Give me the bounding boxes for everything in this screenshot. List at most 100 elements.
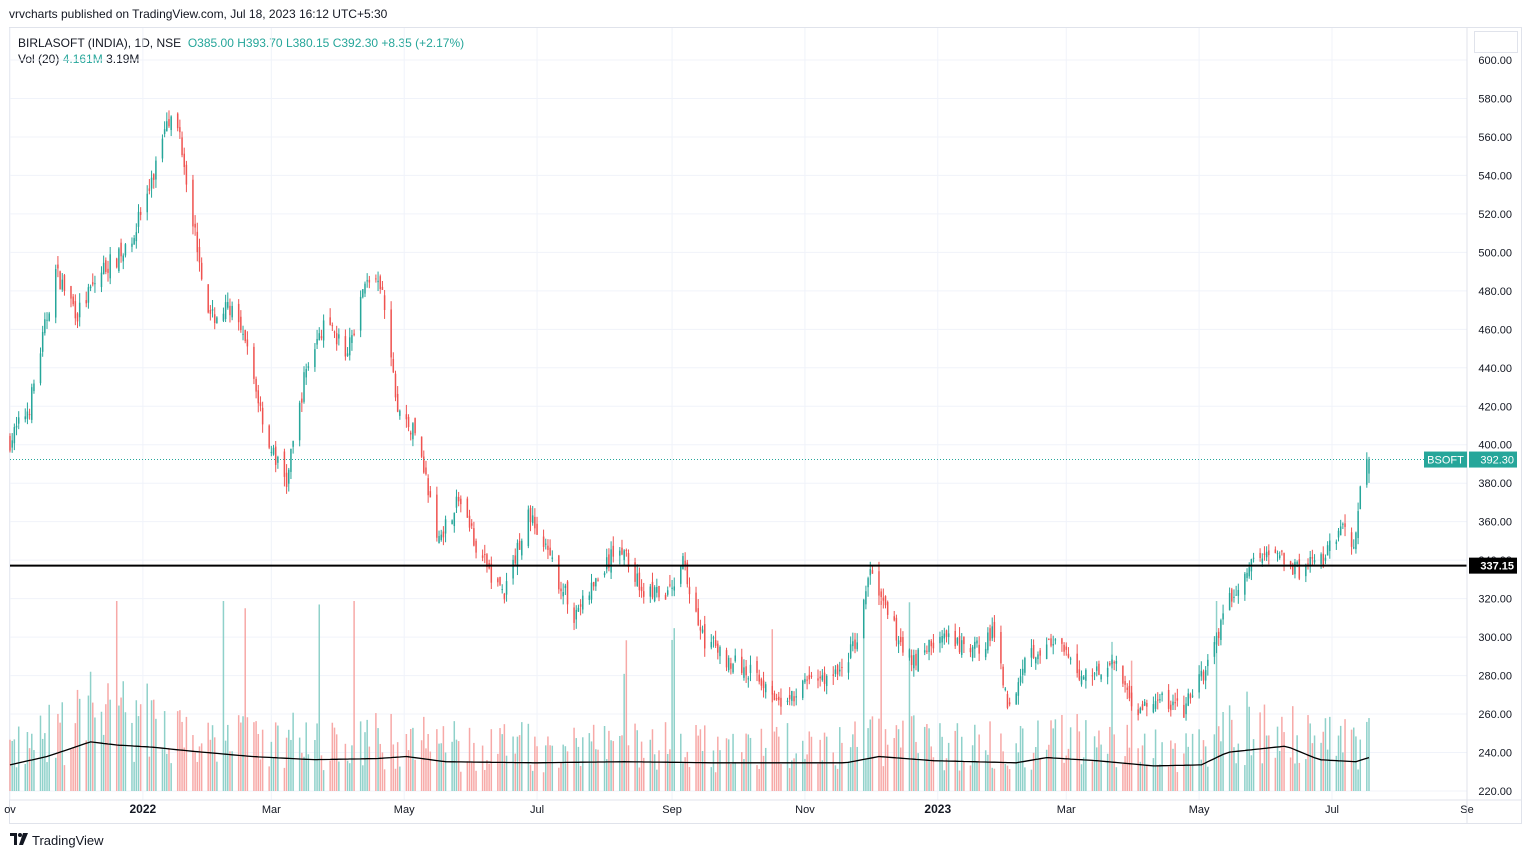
candle: [74, 294, 77, 326]
volume-bar: [1174, 743, 1176, 791]
candle-body: [656, 586, 658, 593]
candle: [1161, 691, 1163, 702]
volume-bar: [778, 736, 780, 791]
candle: [211, 299, 214, 318]
candle: [135, 223, 138, 249]
legend-symbol[interactable]: BIRLASOFT (INDIA), 1D, NSE: [18, 36, 182, 50]
volume-bar: [836, 768, 839, 791]
candle: [1106, 661, 1109, 685]
candle-body: [1082, 676, 1085, 680]
volume-bar: [673, 628, 676, 791]
volume-bar: [534, 736, 536, 791]
volume-bar: [869, 719, 872, 791]
volume-bar: [497, 753, 499, 791]
volume-bar: [59, 722, 61, 791]
candle-body: [1063, 644, 1065, 652]
candle: [1263, 546, 1266, 561]
candle-body: [1213, 642, 1216, 657]
candle-body: [348, 337, 351, 356]
candle-body: [331, 325, 334, 327]
candle-body: [455, 496, 458, 508]
price-tick-label: 560.00: [1478, 132, 1512, 144]
candle: [423, 450, 425, 474]
candle: [1115, 655, 1118, 672]
candle: [527, 505, 530, 549]
volume-bar: [939, 723, 941, 791]
candle: [368, 275, 371, 289]
volume-bar: [1141, 745, 1144, 791]
volume-bar: [392, 744, 395, 791]
volume-bar: [107, 683, 109, 791]
candle: [213, 307, 216, 330]
volume-bar: [412, 727, 414, 791]
volume-bar: [94, 717, 96, 791]
candle: [893, 610, 895, 622]
candle-body: [1298, 559, 1301, 579]
volume-bar: [956, 723, 959, 791]
volume-bar: [307, 754, 310, 791]
candle: [1220, 618, 1222, 646]
volume-bar: [240, 722, 242, 791]
volume-bar: [359, 721, 362, 791]
candle-body: [634, 562, 636, 582]
candle-body: [625, 550, 628, 552]
volume-bar: [242, 716, 244, 791]
candle-body: [229, 305, 231, 316]
price-tick-label: 400.00: [1478, 440, 1512, 452]
candle: [1276, 550, 1279, 562]
candle: [377, 271, 379, 292]
candle: [749, 655, 752, 682]
candle: [941, 630, 943, 649]
candle: [1353, 539, 1355, 550]
candle-body: [1045, 644, 1048, 660]
candle: [575, 605, 577, 629]
candle-body: [695, 592, 697, 612]
price-axis[interactable]: 600.00 580.00 560.00 540.00 520.00 500.00 480.…: [1478, 55, 1512, 798]
candle: [351, 329, 353, 351]
volume-bar: [941, 736, 943, 791]
candle-body: [1259, 552, 1261, 559]
candle-body: [41, 331, 44, 352]
volume-bar: [1294, 763, 1296, 791]
candle: [255, 376, 257, 399]
volume-ma-line: [9, 741, 1370, 767]
volume-bar: [396, 742, 399, 791]
volume-bar: [627, 745, 630, 791]
candle: [518, 533, 521, 550]
legend-volume-label[interactable]: Vol (20): [18, 52, 60, 66]
candle-body: [1355, 532, 1357, 550]
volume-bar: [701, 751, 704, 791]
time-axis[interactable]: ov 2022 Mar May Jul Sep Nov 2023 Mar May Jul Se: [4, 28, 1521, 824]
candle-body: [383, 295, 386, 311]
candle-body: [825, 675, 828, 687]
candle: [793, 691, 795, 707]
volume-bar: [573, 727, 575, 791]
candle: [976, 637, 978, 648]
price-tick-label: 260.00: [1478, 709, 1512, 721]
volume-bar: [259, 759, 262, 791]
candle-body: [880, 591, 882, 598]
candle-body: [791, 690, 793, 701]
candle: [900, 628, 902, 646]
candle: [775, 693, 778, 701]
volume-bar: [196, 761, 199, 791]
candle-body: [971, 646, 974, 658]
candle-body: [621, 547, 623, 555]
chart-settings-button[interactable]: [1474, 31, 1518, 53]
volume-bar: [1017, 752, 1020, 791]
candle-body: [135, 232, 138, 242]
candle-body: [364, 283, 366, 294]
candle-body: [1004, 688, 1007, 690]
candle: [115, 257, 118, 269]
candle-body: [801, 680, 804, 698]
footer-brand[interactable]: TradingView: [10, 832, 104, 848]
volume-bar: [560, 762, 562, 791]
volume-bar: [1339, 725, 1342, 791]
candle-body: [24, 416, 26, 420]
candle: [969, 644, 972, 658]
volume-bar: [1250, 755, 1253, 791]
candle: [1281, 549, 1283, 556]
candle-body: [795, 696, 797, 698]
candle: [473, 521, 475, 547]
